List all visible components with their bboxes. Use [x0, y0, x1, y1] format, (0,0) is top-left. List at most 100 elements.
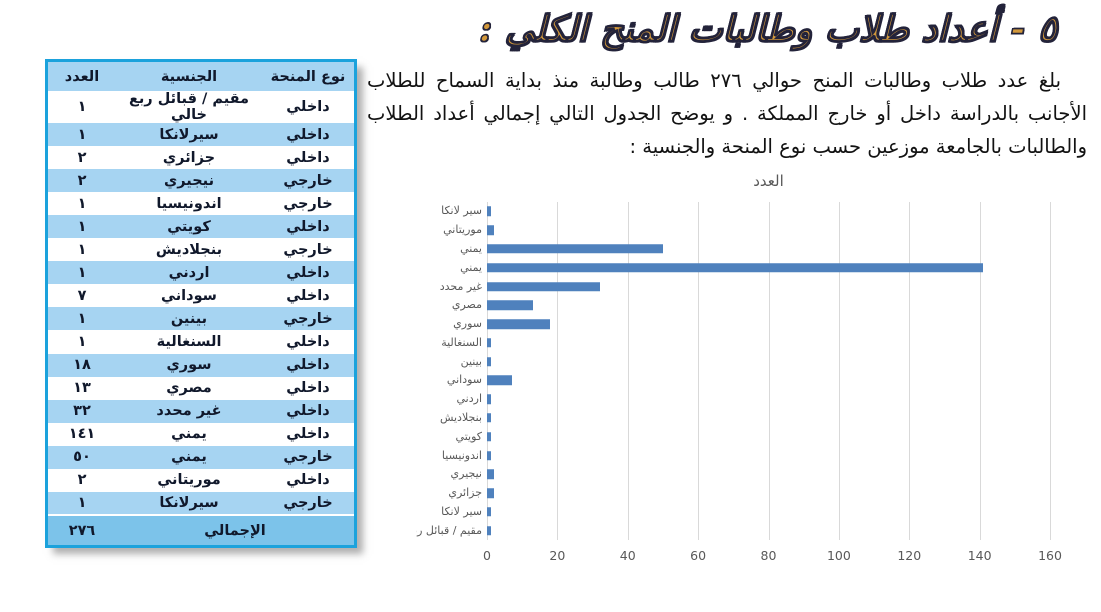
count-cell: ٢	[48, 169, 116, 193]
grant-type-cell: داخلي	[286, 149, 330, 166]
category-label: جزائري	[448, 486, 482, 500]
grant-type-cell: داخلي	[286, 334, 330, 350]
table-row: خارجي سيرلانكا ١	[48, 491, 354, 515]
table-row: داخلي اردني ١	[48, 261, 354, 285]
gridline	[627, 202, 629, 540]
value-bar	[487, 488, 495, 498]
gridline	[557, 202, 559, 540]
chart-category-row: سير لانكا	[441, 503, 1050, 522]
chart-category-row: اندونيسيا	[442, 446, 1050, 465]
category-label: كويتي	[455, 429, 482, 443]
table-row: داخلي يمني ١٤١	[48, 423, 354, 446]
category-label: السنغالية	[441, 335, 482, 349]
table-row: خارجي نيجيري ٢	[48, 169, 354, 193]
header-nationality: الجنسية	[116, 62, 262, 91]
value-bar	[487, 375, 512, 386]
value-bar	[487, 413, 491, 423]
category-label: غير محدد	[439, 279, 482, 293]
value-bar	[487, 432, 491, 442]
category-label: اندونيسيا	[441, 448, 482, 462]
value-bar	[487, 300, 533, 311]
count-cell: ١	[77, 99, 87, 116]
grant-type-cell: خارجي	[262, 491, 354, 515]
category-label: موريتاني	[443, 223, 482, 237]
count-cell: ١	[48, 307, 116, 331]
category-label: سير لانكا	[441, 504, 482, 518]
nationality-cell: بنجلاديش	[155, 241, 223, 258]
gridline	[979, 202, 981, 540]
nationality-cell: موريتاني	[157, 472, 221, 489]
table-row: داخلي سوري ١٨	[48, 353, 354, 377]
category-label: مقيم / قبائل ربع خالي	[416, 523, 482, 537]
nationality-cell: نيجيري	[116, 169, 262, 193]
grant-type-cell: خارجي	[262, 445, 354, 469]
nationality-cell: اردني	[116, 261, 262, 285]
bar-chart: العدد سير لانكا موريتاني يمني يمني غير محدد م…	[416, 166, 1086, 586]
chart-category-row: السنغالية	[441, 333, 1050, 352]
count-cell: ١	[48, 123, 116, 147]
category-label: سوري	[453, 317, 482, 331]
count-cell: ١٨	[48, 353, 116, 377]
gridline	[909, 202, 911, 540]
gridline	[698, 202, 700, 540]
value-bar	[487, 225, 495, 235]
category-label: يمني	[460, 241, 482, 255]
grant-type-cell: خارجي	[262, 169, 354, 193]
count-cell: ١٣	[73, 380, 91, 397]
gridline	[838, 202, 840, 540]
nationality-cell: اندونيسيا	[156, 195, 222, 212]
table-row: داخلي سوداني ٧	[48, 284, 354, 307]
value-bar	[487, 206, 491, 217]
count-cell: ١٤١	[68, 426, 96, 443]
category-label: سير لانكا	[441, 204, 482, 218]
category-label: مصري	[451, 298, 482, 312]
table-row: داخلي جزائري ٢	[48, 146, 354, 169]
nationality-cell: سوري	[116, 353, 262, 377]
table-row: خارجي بينين ١	[48, 307, 354, 331]
x-axis-tick-label: 120	[897, 548, 922, 563]
table-total-row: الإجمالي ٢٧٦	[48, 514, 354, 545]
intro-paragraph: بلغ عدد طلاب وطالبات المنح حوالي ٢٧٦ طال…	[367, 69, 1087, 158]
nationality-cell: يمني	[171, 426, 207, 443]
grant-type-cell: خارجي	[283, 195, 333, 212]
grant-type-cell: داخلي	[286, 287, 330, 304]
bar-rows: سير لانكا موريتاني يمني يمني غير محدد مصري سور…	[416, 202, 1050, 540]
total-label: الإجمالي	[116, 514, 354, 545]
table-row: داخلي السنغالية ١	[48, 330, 354, 353]
gridline	[1050, 202, 1051, 540]
count-cell: ٢	[77, 149, 87, 166]
x-axis-tick-label: 20	[549, 548, 566, 563]
category-label: سوداني	[446, 373, 482, 387]
grant-type-cell: داخلي	[286, 426, 330, 443]
count-cell: ١	[48, 491, 116, 515]
chart-category-row: سوداني	[447, 371, 1050, 390]
gridline	[487, 202, 488, 540]
chart-category-row: كويتي	[456, 427, 1050, 446]
x-axis-tick-label: 0	[483, 548, 491, 563]
chart-title: العدد	[753, 172, 784, 190]
grants-table-body: داخلي مقيم / قبائل ربع خالي ١ داخلي سيرلانكا…	[48, 91, 354, 515]
table-row: خارجي يمني ٥٠	[48, 445, 354, 469]
category-label: بينين	[460, 354, 482, 368]
value-bar	[487, 281, 600, 292]
x-axis-tick-label: 100	[826, 548, 851, 563]
gridline	[768, 202, 770, 540]
header-count: العدد	[48, 62, 116, 91]
value-bar	[487, 262, 984, 273]
x-axis-tick-label: 60	[690, 548, 707, 563]
category-label: يمني	[460, 260, 482, 274]
nationality-cell: يمني	[116, 445, 262, 469]
grants-table: نوع المنحة الجنسية العدد داخلي مقيم / قبا…	[48, 62, 354, 545]
total-value: ٢٧٦	[48, 514, 116, 545]
table-row: خارجي اندونيسيا ١	[48, 192, 354, 215]
nationality-cell: جزائري	[162, 149, 216, 166]
table-row: داخلي موريتاني ٢	[48, 469, 354, 492]
value-bar	[487, 338, 491, 348]
count-cell: ٢	[77, 472, 87, 489]
chart-category-row: سير لانكا	[441, 202, 1050, 221]
chart-category-row: مقيم / قبائل ربع خالي	[416, 521, 1050, 540]
table-row: داخلي غير محدد ٣٢	[48, 399, 354, 423]
nationality-cell: مصري	[166, 380, 212, 397]
grant-type-cell: داخلي	[262, 353, 354, 377]
table-row: داخلي مقيم / قبائل ربع خالي ١	[48, 91, 354, 123]
